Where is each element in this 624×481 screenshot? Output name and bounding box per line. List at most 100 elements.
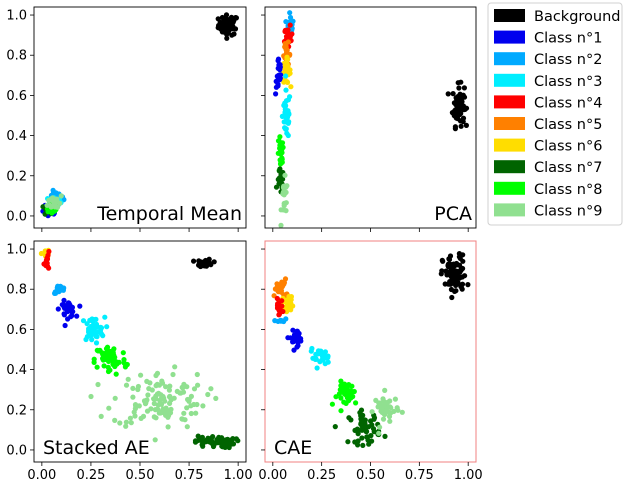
- y-tick-label: 0.4: [6, 363, 27, 378]
- data-point: [111, 361, 118, 367]
- y-tick-label: 1.0: [6, 243, 27, 258]
- data-point: [282, 104, 288, 110]
- data-point: [188, 410, 194, 417]
- data-point: [77, 303, 83, 309]
- data-point: [290, 339, 296, 345]
- data-point: [112, 417, 118, 423]
- data-point: [370, 426, 377, 432]
- panel-frame: [33, 240, 247, 463]
- data-point: [287, 94, 293, 100]
- data-point: [459, 281, 466, 287]
- data-point: [158, 396, 164, 402]
- data-point: [294, 328, 300, 334]
- data-point: [141, 398, 148, 404]
- data-point: [285, 132, 291, 139]
- panel-label: PCA: [434, 203, 472, 225]
- data-point: [332, 424, 338, 430]
- legend-label: Class n°4: [534, 95, 602, 111]
- data-point: [314, 365, 320, 371]
- data-point: [313, 351, 319, 357]
- data-point: [363, 428, 369, 434]
- data-point: [124, 361, 130, 368]
- data-point: [103, 350, 109, 356]
- data-point: [439, 257, 445, 263]
- data-point: [90, 323, 97, 329]
- panel-label: Temporal Mean: [96, 203, 242, 225]
- data-point: [172, 364, 178, 370]
- legend-label: Class n°3: [534, 74, 602, 90]
- data-point: [149, 387, 155, 393]
- data-point: [450, 91, 456, 97]
- data-point: [135, 386, 141, 393]
- data-point: [127, 415, 133, 421]
- points-2: [38, 247, 241, 451]
- data-point: [188, 403, 194, 409]
- data-point: [279, 141, 285, 147]
- data-point: [458, 123, 464, 129]
- data-point: [229, 20, 235, 27]
- data-point: [445, 91, 451, 97]
- data-point: [453, 107, 459, 113]
- data-point: [442, 281, 448, 287]
- data-point: [455, 94, 461, 100]
- data-point: [61, 311, 67, 317]
- data-point: [369, 438, 375, 444]
- data-point: [352, 427, 358, 433]
- data-point: [111, 346, 117, 352]
- data-point: [277, 134, 283, 140]
- data-point: [167, 383, 173, 389]
- data-point: [208, 386, 214, 392]
- data-point: [460, 92, 466, 98]
- data-point: [213, 395, 219, 401]
- data-point: [117, 420, 123, 426]
- data-point: [286, 298, 292, 305]
- data-point: [91, 359, 97, 365]
- data-point: [283, 73, 289, 79]
- data-point: [278, 222, 284, 228]
- data-point: [152, 407, 158, 413]
- data-point: [461, 85, 467, 91]
- y-tick-label: 0.8: [6, 49, 27, 64]
- data-point: [287, 22, 293, 28]
- data-point: [455, 80, 461, 86]
- legend-label: Class n°1: [534, 31, 602, 47]
- data-point: [58, 284, 64, 290]
- data-point: [230, 441, 237, 447]
- data-point: [448, 265, 454, 271]
- data-point: [48, 204, 54, 210]
- data-point: [346, 387, 352, 394]
- data-point: [130, 394, 136, 400]
- data-point: [276, 181, 282, 187]
- data-point: [201, 263, 208, 269]
- data-point: [161, 410, 167, 416]
- data-point: [94, 364, 100, 370]
- data-point: [74, 313, 80, 319]
- data-point: [394, 405, 400, 411]
- data-point: [93, 333, 99, 339]
- data-point: [462, 273, 468, 279]
- data-point: [88, 328, 94, 334]
- data-point: [369, 409, 375, 415]
- data-point: [287, 14, 294, 21]
- data-point: [163, 384, 169, 390]
- legend-swatch: [494, 30, 525, 44]
- x-tick-label: 0.25: [76, 468, 105, 481]
- data-point: [138, 372, 144, 378]
- data-point: [181, 410, 187, 416]
- data-point: [277, 67, 283, 73]
- legend-swatch: [494, 138, 525, 152]
- data-point: [322, 361, 328, 367]
- data-point: [285, 120, 291, 126]
- data-point: [391, 408, 397, 414]
- data-point: [113, 371, 119, 377]
- data-point: [283, 208, 289, 214]
- legend-label: Background: [534, 9, 621, 25]
- data-point: [95, 381, 101, 388]
- data-point: [276, 312, 282, 318]
- data-point: [287, 10, 293, 16]
- data-point: [106, 405, 112, 411]
- data-point: [98, 413, 104, 419]
- data-point: [46, 197, 52, 203]
- data-point: [151, 400, 157, 407]
- data-point: [277, 77, 283, 83]
